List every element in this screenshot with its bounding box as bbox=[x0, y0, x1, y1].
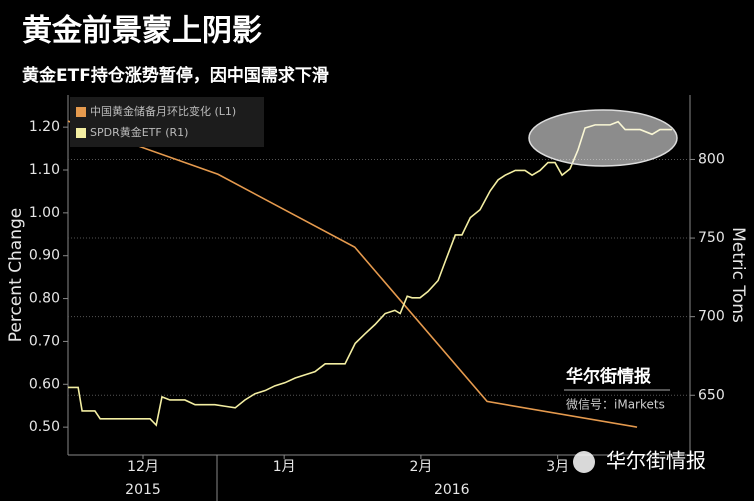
chart-title: 黄金前景蒙上阴影 bbox=[22, 14, 262, 49]
y-tick-label: 1.00 bbox=[29, 205, 60, 221]
series-line bbox=[67, 120, 638, 428]
year-label: 2015 bbox=[125, 482, 161, 498]
series-line bbox=[68, 120, 672, 427]
y-tick-label: 0.50 bbox=[29, 419, 60, 435]
legend-label: SPDR黄金ETF (R1) bbox=[90, 125, 188, 139]
y-tick-label: 1.10 bbox=[29, 162, 60, 178]
x-tick-label: 1月 bbox=[273, 459, 296, 475]
legend-swatch bbox=[76, 128, 86, 138]
x-tick-label: 2月 bbox=[409, 459, 432, 475]
y-axis-label: Percent Change bbox=[6, 208, 26, 342]
y-tick-label: 0.60 bbox=[29, 376, 60, 392]
year-label: 2016 bbox=[434, 482, 470, 498]
y2-tick-label: 750 bbox=[698, 230, 725, 246]
y-tick-label: 0.70 bbox=[29, 333, 60, 349]
watermark-footer: 华尔街情报 bbox=[606, 449, 706, 473]
highlight-ellipse bbox=[528, 109, 678, 167]
watermark-account: 微信号：iMarkets bbox=[566, 398, 665, 412]
y-tick-label: 0.90 bbox=[29, 248, 60, 264]
y2-tick-label: 650 bbox=[698, 387, 725, 403]
x-tick-label: 12月 bbox=[127, 459, 159, 475]
y2-axis-label: Metric Tons bbox=[728, 227, 748, 323]
wechat-icon bbox=[573, 451, 595, 473]
y-tick-label: 1.20 bbox=[29, 119, 60, 135]
legend-box bbox=[70, 97, 264, 147]
watermark-name: 华尔街情报 bbox=[566, 366, 651, 387]
legend-swatch bbox=[76, 107, 86, 117]
y-tick-label: 0.80 bbox=[29, 291, 60, 307]
y2-tick-label: 700 bbox=[698, 309, 725, 325]
legend-label: 中国黄金储备月环比变化 (L1) bbox=[90, 104, 236, 118]
y2-tick-label: 800 bbox=[698, 151, 725, 167]
x-tick-label: 3月 bbox=[546, 459, 569, 475]
chart-subtitle: 黄金ETF持仓涨势暂停，因中国需求下滑 bbox=[22, 65, 329, 86]
